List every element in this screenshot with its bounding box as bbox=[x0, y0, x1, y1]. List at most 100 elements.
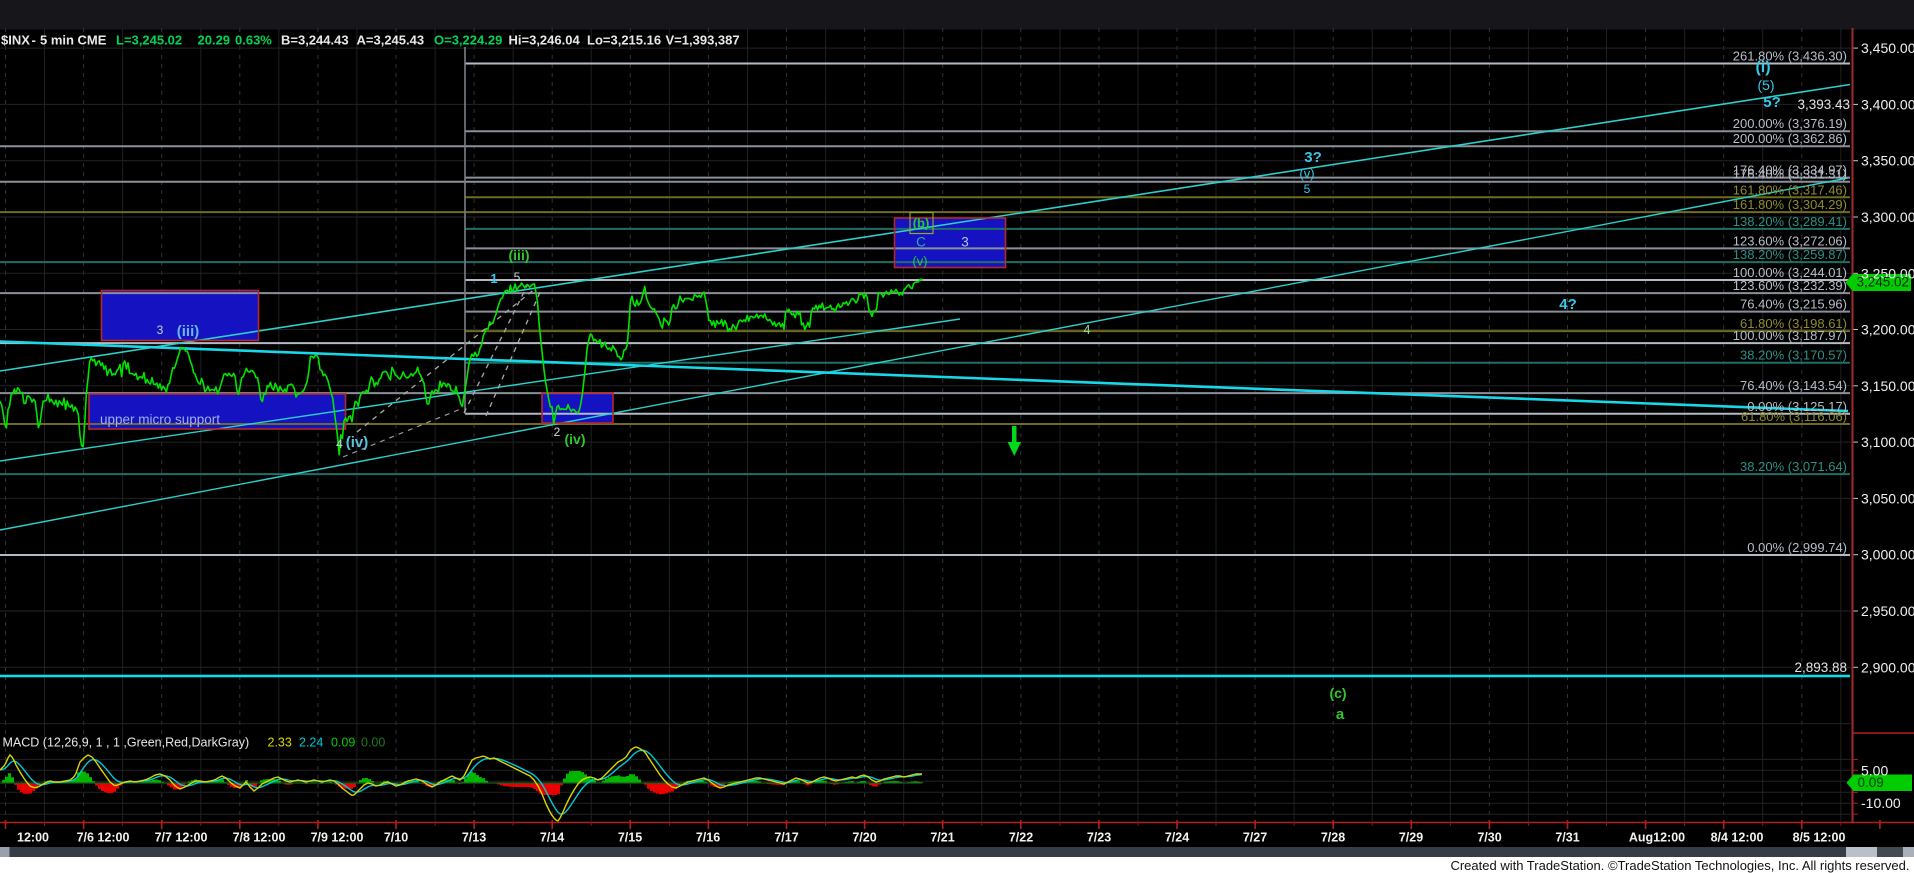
svg-text:3,150.00: 3,150.00 bbox=[1861, 378, 1914, 394]
svg-text:123.60% (3,272.06): 123.60% (3,272.06) bbox=[1733, 233, 1847, 248]
svg-text:61.80% (3,198.61): 61.80% (3,198.61) bbox=[1740, 316, 1847, 331]
svg-text:2.33: 2.33 bbox=[268, 736, 292, 750]
svg-text:176.40% (3,331.31): 176.40% (3,331.31) bbox=[1733, 167, 1847, 182]
svg-text:5 min: 5 min bbox=[40, 33, 74, 48]
svg-text:20.29: 20.29 bbox=[198, 33, 231, 48]
svg-text:1: 1 bbox=[490, 271, 497, 286]
svg-text:2,900.00: 2,900.00 bbox=[1861, 659, 1914, 675]
svg-text:0.00% (2,999.74): 0.00% (2,999.74) bbox=[1747, 540, 1847, 555]
svg-text:0.09: 0.09 bbox=[1858, 775, 1884, 790]
svg-text:4: 4 bbox=[1084, 323, 1091, 337]
svg-text:0.63%: 0.63% bbox=[235, 33, 272, 48]
svg-text:Lo=3,215.16: Lo=3,215.16 bbox=[587, 33, 661, 48]
svg-text:5: 5 bbox=[1304, 182, 1311, 196]
svg-text:0.00% (3,125.17): 0.00% (3,125.17) bbox=[1747, 399, 1847, 414]
svg-text:(iv): (iv) bbox=[346, 434, 369, 451]
svg-text:3,245.02: 3,245.02 bbox=[1857, 275, 1910, 290]
svg-text:3,400.00: 3,400.00 bbox=[1861, 96, 1914, 112]
svg-text:38.20% (3,170.57): 38.20% (3,170.57) bbox=[1740, 348, 1847, 363]
svg-text:176.40% (3,334.97): 176.40% (3,334.97) bbox=[1733, 163, 1847, 178]
svg-text:V=1,393,387: V=1,393,387 bbox=[666, 33, 740, 48]
svg-text:4?: 4? bbox=[1559, 296, 1577, 313]
svg-text:3,250.00: 3,250.00 bbox=[1861, 265, 1914, 281]
svg-text:3?: 3? bbox=[1304, 149, 1322, 166]
svg-text:7/22: 7/22 bbox=[1009, 831, 1033, 845]
svg-text:$INX: $INX bbox=[1, 33, 30, 48]
svg-text:123.60% (3,232.39): 123.60% (3,232.39) bbox=[1733, 278, 1847, 293]
svg-text:7/31: 7/31 bbox=[1555, 831, 1579, 845]
svg-text:12:00: 12:00 bbox=[17, 831, 49, 845]
svg-text:161.80% (3,304.29): 161.80% (3,304.29) bbox=[1733, 197, 1847, 212]
svg-text:3,393.43: 3,393.43 bbox=[1797, 97, 1850, 112]
svg-text:(c): (c) bbox=[1329, 685, 1346, 701]
svg-text:7/10: 7/10 bbox=[384, 831, 408, 845]
svg-text:7/6 12:00: 7/6 12:00 bbox=[77, 831, 130, 845]
svg-text:3,200.00: 3,200.00 bbox=[1861, 322, 1914, 338]
svg-text:3,350.00: 3,350.00 bbox=[1861, 153, 1914, 169]
svg-text:200.00% (3,362.86): 200.00% (3,362.86) bbox=[1733, 131, 1847, 146]
svg-text:(iii): (iii) bbox=[177, 323, 200, 340]
svg-text:100.00% (3,187.97): 100.00% (3,187.97) bbox=[1733, 328, 1847, 343]
svg-text:138.20% (3,259.87): 138.20% (3,259.87) bbox=[1733, 247, 1847, 262]
svg-text:(v): (v) bbox=[1299, 166, 1314, 181]
svg-text:7/29: 7/29 bbox=[1399, 831, 1423, 845]
svg-text:Created with TradeStation. ©Tr: Created with TradeStation. ©TradeStation… bbox=[1450, 858, 1909, 873]
svg-text:3,000.00: 3,000.00 bbox=[1861, 547, 1914, 563]
svg-text:7/16: 7/16 bbox=[696, 831, 720, 845]
svg-text:a: a bbox=[1336, 706, 1345, 723]
svg-text:2: 2 bbox=[554, 425, 561, 439]
svg-text:5?: 5? bbox=[1763, 94, 1781, 111]
svg-text:2,893.88: 2,893.88 bbox=[1794, 660, 1847, 675]
svg-text:0.00: 0.00 bbox=[361, 736, 385, 750]
svg-text:-: - bbox=[32, 33, 36, 48]
svg-text:7/27: 7/27 bbox=[1243, 831, 1267, 845]
svg-text:(b): (b) bbox=[913, 216, 930, 231]
svg-text:7/24: 7/24 bbox=[1165, 831, 1189, 845]
svg-text:4: 4 bbox=[336, 437, 343, 451]
svg-text:7/8 12:00: 7/8 12:00 bbox=[233, 831, 286, 845]
svg-text:(v): (v) bbox=[912, 254, 927, 269]
svg-text:7/13: 7/13 bbox=[462, 831, 486, 845]
svg-text:3,050.00: 3,050.00 bbox=[1861, 490, 1914, 506]
svg-text:7/7 12:00: 7/7 12:00 bbox=[155, 831, 208, 845]
svg-text:76.40% (3,215.96): 76.40% (3,215.96) bbox=[1740, 297, 1847, 312]
svg-text:B=3,244.43: B=3,244.43 bbox=[281, 33, 349, 48]
svg-text:O=3,224.29: O=3,224.29 bbox=[434, 33, 502, 48]
svg-text:-10.00: -10.00 bbox=[1861, 795, 1901, 811]
svg-text:3: 3 bbox=[157, 323, 164, 337]
svg-text:3,450.00: 3,450.00 bbox=[1861, 40, 1914, 56]
svg-text:upper micro support: upper micro support bbox=[100, 412, 220, 427]
svg-text:(i): (i) bbox=[1755, 59, 1770, 76]
svg-text:8/5 12:00: 8/5 12:00 bbox=[1793, 831, 1846, 845]
svg-text:L=3,245.02: L=3,245.02 bbox=[116, 33, 182, 48]
svg-text:C: C bbox=[916, 235, 926, 250]
svg-text:7/15: 7/15 bbox=[618, 831, 642, 845]
svg-text:Hi=3,246.04: Hi=3,246.04 bbox=[509, 33, 581, 48]
svg-text:(iii): (iii) bbox=[509, 247, 530, 263]
svg-text:138.20% (3,289.41): 138.20% (3,289.41) bbox=[1733, 214, 1847, 229]
svg-text:8/4 12:00: 8/4 12:00 bbox=[1711, 831, 1764, 845]
svg-text:76.40% (3,143.54): 76.40% (3,143.54) bbox=[1740, 378, 1847, 393]
svg-text:7/23: 7/23 bbox=[1087, 831, 1111, 845]
svg-text:5: 5 bbox=[514, 270, 521, 284]
svg-text:100.00% (3,244.01): 100.00% (3,244.01) bbox=[1733, 265, 1847, 280]
svg-text:7/21: 7/21 bbox=[930, 831, 954, 845]
svg-text:(5): (5) bbox=[1757, 77, 1774, 93]
svg-text:2,950.00: 2,950.00 bbox=[1861, 603, 1914, 619]
svg-text:5.00: 5.00 bbox=[1861, 762, 1888, 778]
svg-text:200.00% (3,376.19): 200.00% (3,376.19) bbox=[1733, 116, 1847, 131]
svg-text:161.80% (3,317.46): 161.80% (3,317.46) bbox=[1733, 182, 1847, 197]
svg-text:7/14: 7/14 bbox=[540, 831, 564, 845]
svg-text:Aug12:00: Aug12:00 bbox=[1629, 831, 1685, 845]
svg-text:61.80% (3,116.06): 61.80% (3,116.06) bbox=[1741, 409, 1847, 424]
svg-text:7/20: 7/20 bbox=[852, 831, 876, 845]
svg-text:0.09: 0.09 bbox=[331, 736, 355, 750]
svg-text:A=3,245.43: A=3,245.43 bbox=[357, 33, 425, 48]
svg-text:3: 3 bbox=[961, 235, 969, 250]
svg-text:2.24: 2.24 bbox=[299, 736, 323, 750]
svg-text:261.80% (3,436.30): 261.80% (3,436.30) bbox=[1733, 49, 1847, 64]
svg-text:(iv): (iv) bbox=[565, 431, 586, 447]
svg-text:38.20% (3,071.64): 38.20% (3,071.64) bbox=[1740, 459, 1847, 474]
svg-text:7/28: 7/28 bbox=[1321, 831, 1345, 845]
svg-text:CME: CME bbox=[78, 33, 107, 48]
